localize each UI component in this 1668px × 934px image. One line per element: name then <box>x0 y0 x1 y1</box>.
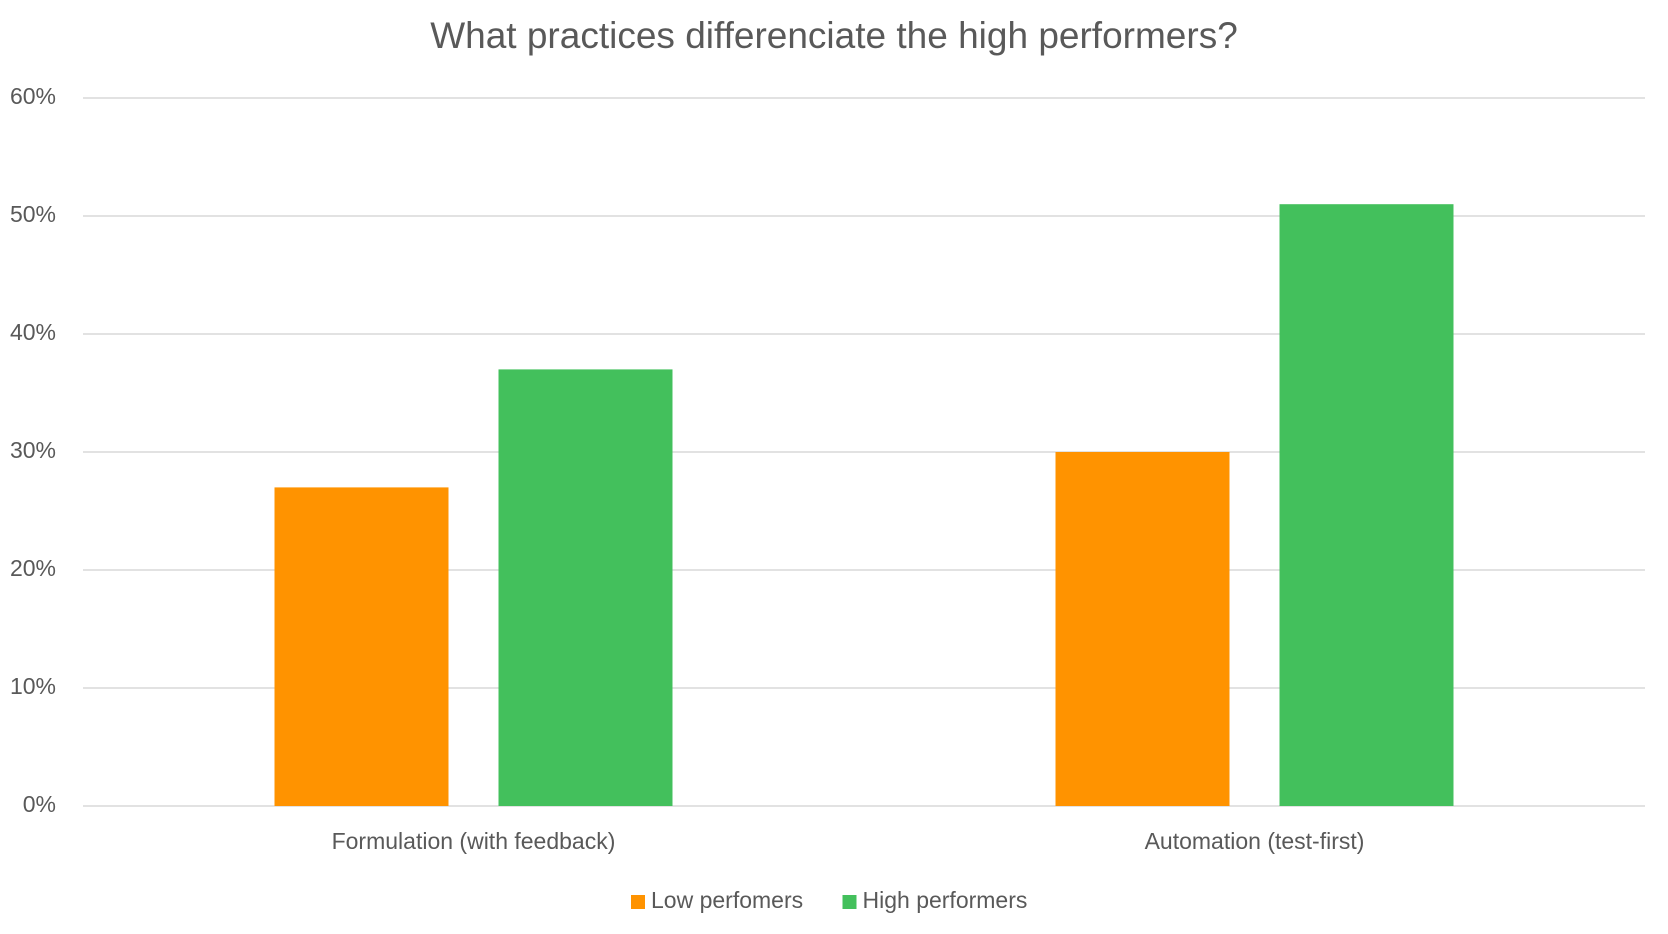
legend-swatch <box>631 895 645 909</box>
y-tick-label: 0% <box>23 791 56 817</box>
y-tick-label: 10% <box>10 673 56 699</box>
x-tick-label: Automation (test-first) <box>1145 828 1365 854</box>
chart-title: What practices differenciate the high pe… <box>430 15 1238 56</box>
x-tick-label: Formulation (with feedback) <box>332 828 616 854</box>
y-tick-label: 20% <box>10 555 56 581</box>
bar <box>498 369 673 806</box>
legend-swatch <box>842 895 857 909</box>
y-tick-label: 60% <box>10 83 56 109</box>
y-tick-label: 40% <box>10 319 56 345</box>
y-tick-label: 50% <box>10 201 56 227</box>
legend-label: Low perfomers <box>651 887 803 913</box>
legend-label: High performers <box>863 887 1028 913</box>
y-tick-label: 30% <box>10 437 56 463</box>
bar <box>1279 204 1454 806</box>
bar <box>1055 452 1230 806</box>
bar <box>274 487 449 806</box>
